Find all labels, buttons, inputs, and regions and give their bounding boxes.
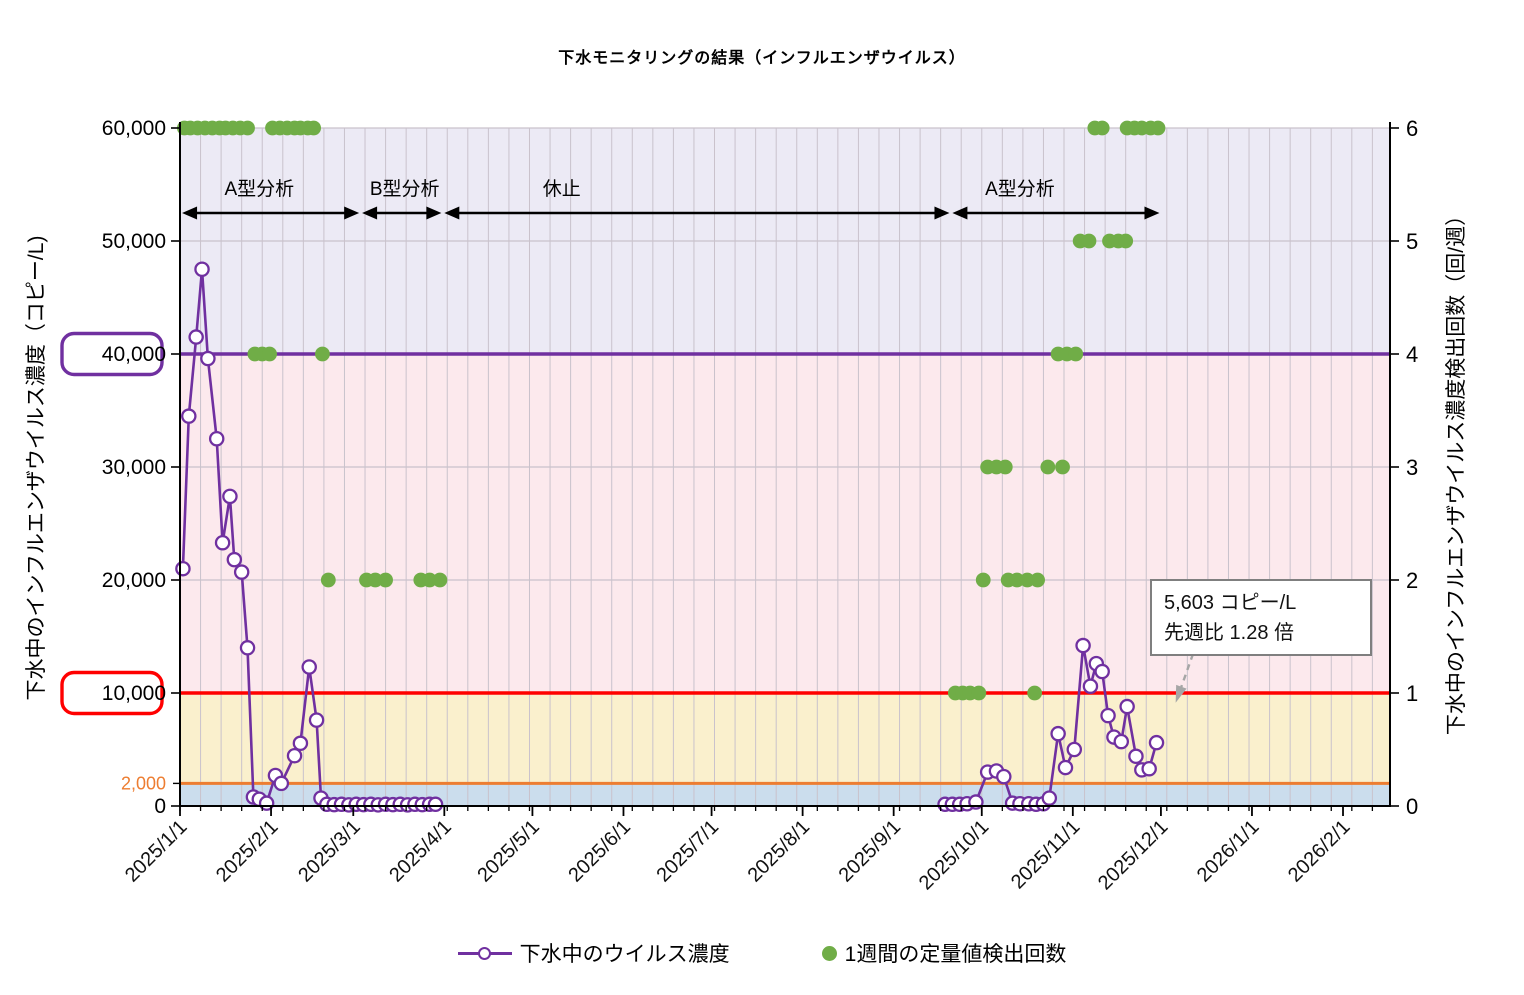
arrowhead-right-icon <box>1144 206 1160 220</box>
legend-label-concentration: 下水中のウイルス濃度 <box>519 943 730 966</box>
legend-line-ring <box>477 947 491 960</box>
x-axis-date-label: 2025/10/1 <box>915 816 993 894</box>
annotation-line-1: 5,603 コピー/L <box>1164 592 1297 614</box>
legend: 下水中のウイルス濃度 1週間の定量値検出回数 <box>0 938 1524 968</box>
y-left-tick-label: 10,000 <box>102 682 166 705</box>
period-label: A型分析 <box>985 178 1055 200</box>
y-left-tick-label: 50,000 <box>102 230 166 253</box>
legend-item-concentration: 下水中のウイルス濃度 <box>457 938 730 968</box>
x-axis-date-label: 2025/4/1 <box>385 816 456 887</box>
x-axis-date-label: 2025/12/1 <box>1094 816 1172 894</box>
period-1: A型分析 <box>182 178 360 220</box>
axes <box>179 122 1391 807</box>
arrowhead-right-icon <box>934 206 950 220</box>
band-2000-10000 <box>180 693 1390 784</box>
period-label: A型分析 <box>224 178 294 200</box>
y-left-tick-label: 40,000 <box>102 343 166 366</box>
reference-lines <box>180 352 1390 785</box>
x-axis-date-label: 2025/5/1 <box>473 816 544 887</box>
x-axis-date-label: 2025/1/1 <box>121 816 192 887</box>
chart-title: 下水モニタリングの結果（インフルエンザウイルス） <box>558 50 966 67</box>
arrowhead-left-icon <box>444 206 460 220</box>
y-left-tick-label: 0 <box>154 795 166 818</box>
y-left-tick-label: 20,000 <box>102 569 166 592</box>
period-2: B型分析 <box>362 178 442 220</box>
arrowhead-left-icon <box>182 206 198 220</box>
detection-count-dots <box>177 120 1166 701</box>
x-axis-date-label: 2026/2/1 <box>1284 816 1355 887</box>
x-axis-date-label: 2026/1/1 <box>1193 816 1264 887</box>
y-left-tick-label: 30,000 <box>102 456 166 479</box>
y-right-tick-label: 0 <box>1406 794 1418 819</box>
concentration-line-marker-icon <box>457 946 512 960</box>
annotation-line-2: 先週比 1.28 倍 <box>1164 622 1295 644</box>
period-3: 休止 <box>444 178 950 220</box>
arrowhead-right-icon <box>344 206 360 220</box>
y-right-tick-label: 6 <box>1406 116 1418 141</box>
band-0-2000 <box>180 783 1390 806</box>
y-right-tick-label: 1 <box>1406 681 1418 706</box>
x-axis-date-label: 2025/3/1 <box>294 816 365 887</box>
y-axis-left-title: 下水中のインフルエンザウイルス濃度（コピー/L) <box>25 235 48 701</box>
x-axis-date-label: 2025/8/1 <box>744 816 815 887</box>
x-axis-date-label: 2025/11/1 <box>1007 816 1084 893</box>
y-axis-right-title: 下水中のインフルエンザウイルス濃度検出回数（回/週） <box>1445 204 1468 736</box>
period-label: B型分析 <box>370 178 440 200</box>
arrowhead-right-icon <box>426 206 442 220</box>
highlight-box-40000 <box>60 331 164 377</box>
y-right-tick-label: 5 <box>1406 229 1418 254</box>
annotation-callout: 5,603 コピー/L 先週比 1.28 倍 <box>1150 579 1372 656</box>
x-axis-date-label: 2025/7/1 <box>653 816 724 887</box>
legend-label-detections: 1週間の定量値検出回数 <box>844 943 1067 966</box>
x-axis-ticks: 2025/1/1 2025/2/1 2025/3/1 2025/4/1 2025/5/1… <box>121 806 1374 894</box>
analysis-period-arrows: A型分析 B型分析 休止 A型分析 <box>182 178 1160 220</box>
detection-dot-marker-icon <box>821 945 837 961</box>
annotation-arrow <box>1175 653 1195 703</box>
y-right-tick-label: 4 <box>1406 342 1418 367</box>
y-axis-left-ticks: 0 10,000 20,000 30,000 40,000 50,000 60,000 2,0… <box>60 117 180 818</box>
period-label: 休止 <box>543 178 581 200</box>
period-4: A型分析 <box>952 178 1160 220</box>
y-right-tick-label: 2 <box>1406 568 1418 593</box>
annotation-arrowhead-icon <box>1175 684 1187 703</box>
y-axis-right-ticks: 0 1 2 3 4 5 6 <box>1390 116 1418 819</box>
x-axis-date-label: 2025/2/1 <box>212 816 283 887</box>
legend-item-detections: 1週間の定量値検出回数 <box>821 938 1067 968</box>
y-left-extra-tick-label: 2,000 <box>121 773 166 793</box>
x-axis-date-label: 2025/9/1 <box>835 816 906 887</box>
y-left-tick-label: 60,000 <box>102 117 166 140</box>
highlight-box-10000 <box>60 670 164 716</box>
arrowhead-left-icon <box>952 206 968 220</box>
arrowhead-left-icon <box>362 206 378 220</box>
concentration-line-series <box>175 261 1165 813</box>
y-right-tick-label: 3 <box>1406 455 1418 480</box>
x-axis-date-label: 2025/6/1 <box>564 816 635 887</box>
